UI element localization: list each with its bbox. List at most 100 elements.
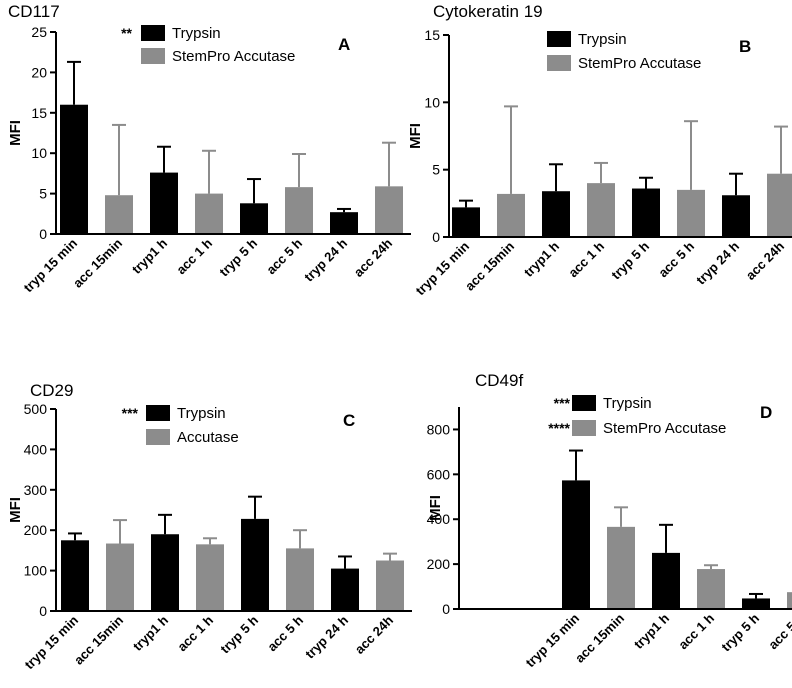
y-tick-label: 10 — [424, 94, 440, 110]
y-axis-label: MFI — [7, 120, 24, 146]
bar-trypsin — [151, 534, 179, 611]
x-tick-label: acc 5 h — [264, 612, 306, 654]
bar-trypsin — [742, 598, 770, 609]
y-tick-label: 400 — [427, 511, 451, 527]
bar-accutase — [196, 544, 224, 611]
y-tick-label: 15 — [424, 27, 440, 43]
bar-trypsin — [150, 172, 178, 234]
legend-label: Accutase — [177, 429, 239, 446]
x-tick-label: tryp1 h — [521, 238, 562, 279]
bar-accutase — [677, 189, 705, 237]
y-tick-label: 0 — [442, 601, 450, 617]
y-tick-label: 500 — [24, 401, 48, 417]
legend-swatch — [146, 405, 170, 421]
bar-trypsin — [452, 207, 480, 237]
chart-title: CD29 — [30, 381, 73, 400]
bar-trypsin — [722, 195, 750, 237]
legend-label: StemPro Accutase — [172, 48, 295, 65]
y-tick-label: 400 — [24, 441, 48, 457]
bar-accutase — [497, 193, 525, 237]
bar-trypsin — [331, 568, 359, 611]
x-tick-label: acc 1 h — [173, 235, 215, 277]
y-tick-label: 20 — [31, 64, 47, 80]
legend-label: Trypsin — [603, 395, 652, 412]
significance-marker: ** — [121, 25, 132, 41]
legend-swatch — [572, 395, 596, 411]
x-tick-label: acc 1 h — [565, 238, 607, 280]
y-tick-label: 5 — [432, 162, 440, 178]
x-tick-label: tryp 5 h — [217, 612, 261, 656]
y-tick-label: 300 — [24, 482, 48, 498]
bar-accutase — [286, 548, 314, 611]
x-tick-label: tryp1 h — [129, 235, 170, 276]
x-tick-label: acc 5 h — [765, 610, 792, 652]
x-tick-label: tryp 5 h — [608, 238, 652, 282]
y-tick-label: 200 — [427, 556, 451, 572]
legend-swatch — [572, 420, 596, 436]
bar-accutase — [105, 195, 133, 234]
panel-letter: B — [739, 37, 751, 56]
x-tick-label: acc 24h — [351, 235, 395, 279]
bar-trypsin — [542, 191, 570, 237]
legend-label: Trypsin — [578, 31, 627, 48]
x-tick-label: acc 1 h — [174, 612, 216, 654]
legend-swatch — [141, 48, 165, 64]
bar-accutase — [376, 560, 404, 611]
x-tick-label: tryp 15 min — [21, 612, 81, 672]
significance-marker: *** — [554, 395, 571, 411]
legend-label: Trypsin — [172, 25, 221, 42]
legend-swatch — [547, 55, 571, 71]
significance-marker: *** — [122, 405, 139, 421]
x-tick-label: tryp 5 h — [216, 235, 260, 279]
bar-trypsin — [240, 203, 268, 234]
x-tick-label: acc 24h — [352, 612, 396, 656]
bar-accutase — [607, 526, 635, 609]
y-tick-label: 0 — [432, 229, 440, 245]
x-tick-label: tryp 24 h — [302, 612, 351, 661]
panel-letter: D — [760, 403, 772, 422]
bar-trypsin — [652, 552, 680, 609]
y-tick-label: 200 — [24, 522, 48, 538]
y-axis-label: MFI — [427, 495, 444, 521]
bar-accutase — [375, 186, 403, 234]
x-tick-label: acc 15min — [462, 238, 517, 293]
panel-letter: C — [343, 411, 355, 430]
x-tick-label: acc 5 h — [655, 238, 697, 280]
x-tick-label: acc 15min — [71, 612, 126, 667]
x-tick-label: tryp 24 h — [693, 238, 742, 287]
legend-label: Trypsin — [177, 405, 226, 422]
legend-label: StemPro Accutase — [603, 420, 726, 437]
y-tick-label: 600 — [427, 466, 451, 482]
legend-swatch — [146, 429, 170, 445]
legend-swatch — [547, 31, 571, 47]
x-tick-label: tryp 5 h — [718, 610, 762, 654]
x-tick-label: tryp1 h — [130, 612, 171, 653]
x-tick-label: tryp 15 min — [412, 238, 472, 298]
y-tick-label: 0 — [39, 226, 47, 242]
bar-trypsin — [562, 480, 590, 609]
bar-accutase — [195, 193, 223, 234]
bar-trypsin — [61, 540, 89, 611]
x-tick-label: tryp 15 min — [20, 235, 80, 295]
x-tick-label: tryp1 h — [631, 610, 672, 651]
significance-marker: **** — [548, 420, 570, 436]
x-tick-label: tryp 15 min — [522, 610, 582, 670]
bar-accutase — [767, 173, 792, 237]
x-tick-label: acc 1 h — [675, 610, 717, 652]
bar-accutase — [106, 543, 134, 611]
y-tick-label: 800 — [427, 421, 451, 437]
y-tick-label: 100 — [24, 563, 48, 579]
legend-label: StemPro Accutase — [578, 55, 701, 72]
bar-trypsin — [60, 104, 88, 234]
bar-trypsin — [330, 212, 358, 234]
chart-title: CD117 — [8, 2, 60, 21]
panel-letter: A — [338, 35, 350, 54]
legend-swatch — [141, 25, 165, 41]
y-tick-label: 25 — [31, 24, 47, 40]
chart-title: Cytokeratin 19 — [433, 2, 543, 21]
